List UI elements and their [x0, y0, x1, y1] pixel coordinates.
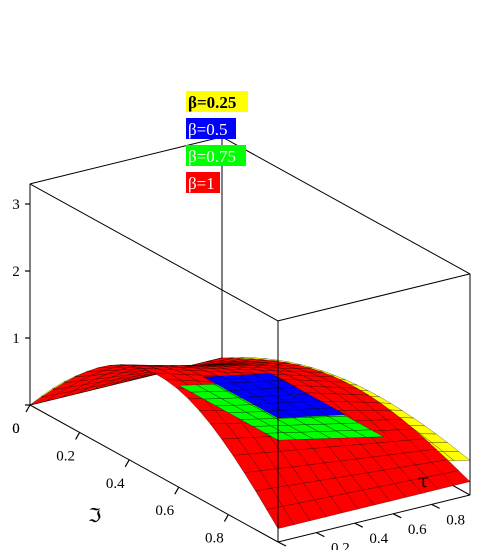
- legend-label-beta-0-75: β=0.75: [188, 147, 236, 166]
- legend-label-beta-1: β=1: [188, 174, 215, 193]
- z-tick-label: 1: [12, 331, 20, 347]
- surface-beta-0-5: [202, 373, 346, 419]
- x-tick-label: 0.2: [56, 448, 75, 464]
- x-tick-mark: [223, 514, 229, 522]
- surface-patch: [266, 506, 295, 529]
- x-tick-label: 0.4: [106, 476, 125, 492]
- y-tick-label: 0.8: [446, 512, 465, 528]
- x-tick-label: 0.8: [205, 531, 224, 547]
- box-edge: [29, 136, 223, 185]
- surface-patch: [264, 410, 296, 419]
- y-tick-mark: [277, 541, 287, 547]
- x-axis-label: ℑ: [88, 505, 101, 527]
- legend-swatch-beta-0-75: [186, 145, 246, 166]
- legend-label-beta-0-25: β=0.25: [188, 93, 236, 112]
- legend: β=0.25 β=0.5 β=0.75 β=1: [186, 91, 248, 193]
- y-tick-label: 0.2: [331, 541, 350, 550]
- z-tick-label: 0: [12, 421, 20, 437]
- y-tick-mark: [431, 503, 440, 509]
- z-tick-label: 2: [12, 264, 20, 280]
- x-axis-ticks: 0 0.2 0.4 0.6 0.8: [12, 404, 229, 547]
- y-tick-mark: [354, 522, 364, 528]
- x-tick-label: 0.6: [155, 503, 174, 519]
- x-tick-mark: [25, 404, 31, 413]
- x-tick-label: 0: [12, 421, 20, 437]
- box-edge: [277, 273, 471, 322]
- box-edge: [277, 494, 471, 543]
- x-tick-mark: [174, 486, 180, 495]
- legend-swatch-beta-0-25: [186, 91, 248, 112]
- z-axis-ticks: 0 1 2 3: [12, 197, 30, 437]
- legend-label-beta-0-5: β=0.5: [188, 120, 228, 139]
- bounding-box-front: [29, 183, 471, 543]
- y-tick-mark: [316, 532, 325, 538]
- box-edge: [29, 404, 279, 543]
- y-tick-label: 0.6: [408, 522, 427, 538]
- z-tick-label: 3: [12, 197, 20, 213]
- x-tick-mark: [124, 459, 130, 468]
- y-tick-mark: [392, 513, 402, 519]
- box-edge: [221, 136, 471, 275]
- legend-swatch-beta-1: [186, 172, 220, 193]
- y-tick-label: 0.4: [369, 531, 388, 547]
- legend-swatch-beta-0-5: [186, 118, 236, 139]
- y-axis-label: τ: [418, 470, 429, 492]
- x-tick-mark: [75, 432, 81, 440]
- surfaces: [29, 357, 471, 529]
- surface-patch: [264, 432, 297, 441]
- box-edge: [29, 183, 279, 322]
- y-axis-ticks: 00.20.40.60.8: [277, 503, 465, 550]
